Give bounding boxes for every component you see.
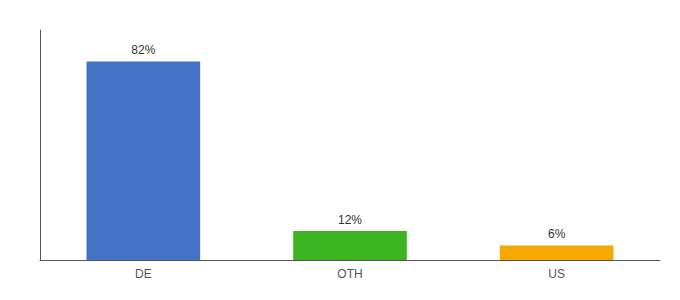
svg-text:US: US [548, 267, 565, 281]
svg-text:DE: DE [135, 267, 152, 281]
svg-text:OTH: OTH [337, 267, 362, 281]
svg-text:82%: 82% [131, 43, 155, 57]
svg-text:12%: 12% [338, 213, 362, 227]
svg-text:6%: 6% [548, 227, 566, 241]
